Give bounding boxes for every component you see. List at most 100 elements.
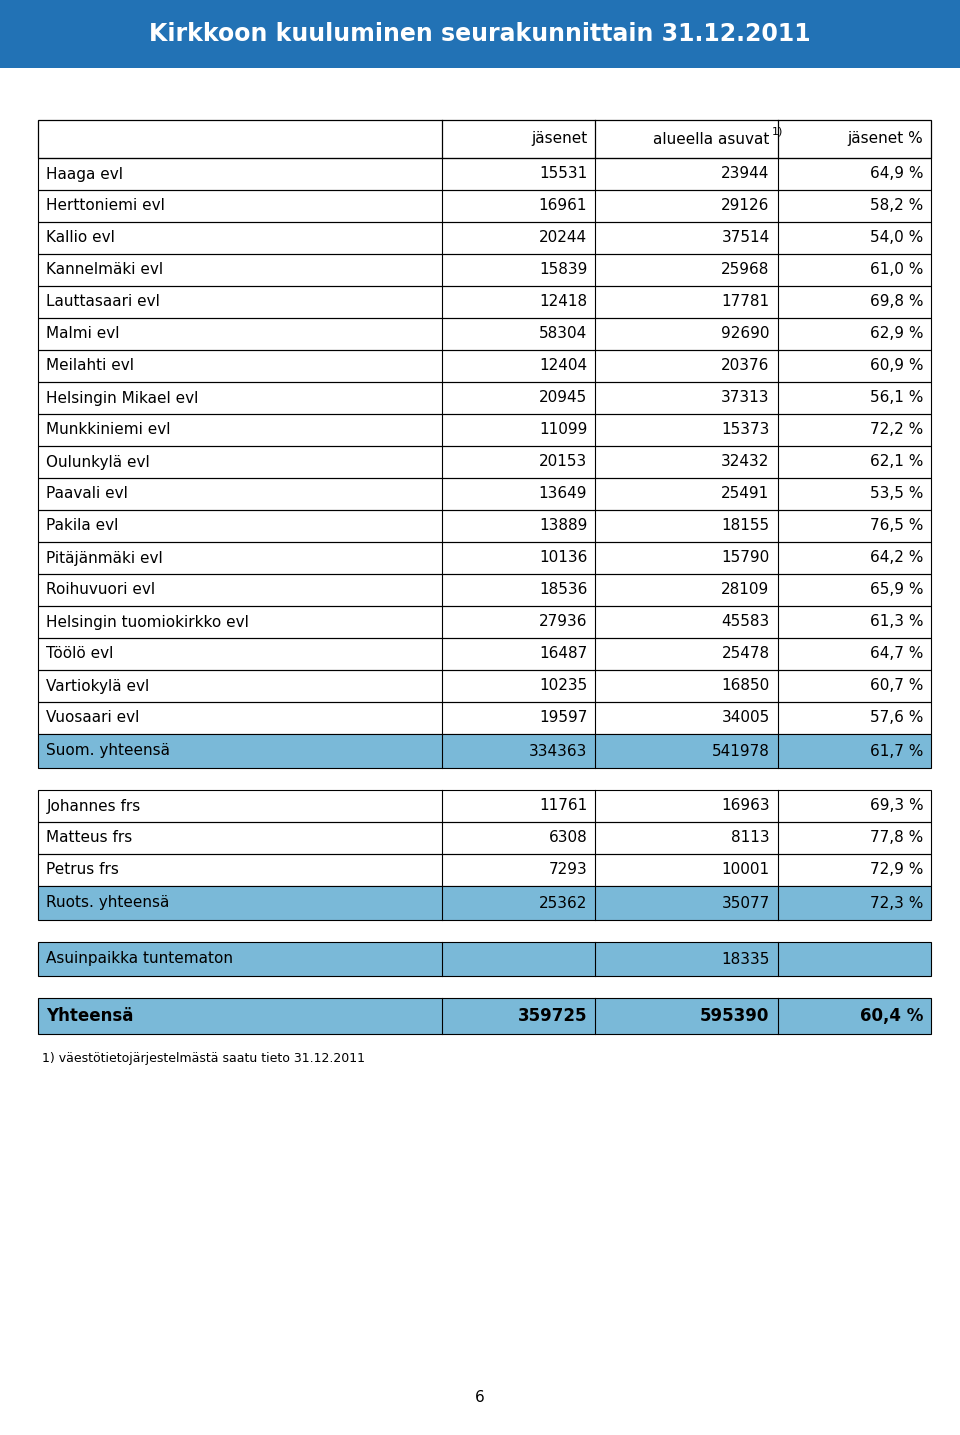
Text: 23944: 23944 [721,166,770,181]
Text: 35077: 35077 [721,895,770,910]
Text: Vartiokylä evl: Vartiokylä evl [46,679,150,693]
Text: 18155: 18155 [722,518,770,534]
Text: Pitäjänmäki evl: Pitäjänmäki evl [46,551,163,565]
Text: 15373: 15373 [721,422,770,438]
Bar [38,478,931,509]
Text: 541978: 541978 [711,743,770,759]
Text: 11099: 11099 [539,422,588,438]
Bar [38,733,931,768]
Text: 19597: 19597 [539,710,588,726]
Text: 1) väestötietojärjestelmästä saatu tieto 31.12.2011: 1) väestötietojärjestelmästä saatu tieto… [42,1052,366,1065]
Text: 25362: 25362 [539,895,588,910]
Bar [38,446,931,478]
Text: Helsingin Mikael evl: Helsingin Mikael evl [46,390,199,406]
Text: Helsingin tuomiokirkko evl: Helsingin tuomiokirkko evl [46,614,250,630]
Text: 10136: 10136 [539,551,588,565]
Bar [38,286,931,319]
Text: 10235: 10235 [539,679,588,693]
Text: Pakila evl: Pakila evl [46,518,119,534]
Text: Suom. yhteensä: Suom. yhteensä [46,743,171,759]
Text: 57,6 %: 57,6 % [870,710,924,726]
Bar [38,222,931,254]
Text: 11761: 11761 [539,798,588,814]
Text: 29126: 29126 [721,198,770,214]
Bar [38,158,931,189]
Bar [38,702,931,733]
Text: 72,2 %: 72,2 % [870,422,924,438]
Text: 25968: 25968 [721,263,770,277]
Bar [38,885,931,920]
Text: 58304: 58304 [539,327,588,342]
Text: Roihuvuori evl: Roihuvuori evl [46,583,156,597]
Text: 69,3 %: 69,3 % [870,798,924,814]
Text: 27936: 27936 [539,614,588,630]
Text: Munkkiniemi evl: Munkkiniemi evl [46,422,171,438]
Text: 12404: 12404 [540,359,588,373]
Text: 16850: 16850 [721,679,770,693]
Text: 16963: 16963 [721,798,770,814]
Text: alueella asuvat: alueella asuvat [653,132,770,146]
Text: 15531: 15531 [539,166,588,181]
Bar [38,639,931,670]
Bar [38,189,931,222]
Text: 61,0 %: 61,0 % [870,263,924,277]
Text: 60,9 %: 60,9 % [870,359,924,373]
Bar [38,941,931,976]
Text: 13889: 13889 [539,518,588,534]
Text: Malmi evl: Malmi evl [46,327,120,342]
Text: 64,9 %: 64,9 % [870,166,924,181]
Text: 359725: 359725 [517,1007,588,1025]
Bar [38,319,931,350]
Text: 7293: 7293 [548,862,588,877]
Text: 92690: 92690 [721,327,770,342]
Bar [38,854,931,885]
Bar [38,822,931,854]
Text: 72,9 %: 72,9 % [870,862,924,877]
Text: 15839: 15839 [539,263,588,277]
Text: Kannelmäki evl: Kannelmäki evl [46,263,163,277]
Text: 34005: 34005 [721,710,770,726]
Text: 20244: 20244 [540,231,588,245]
Text: 16961: 16961 [539,198,588,214]
Text: 58,2 %: 58,2 % [870,198,924,214]
Text: 8113: 8113 [731,831,770,845]
Text: 77,8 %: 77,8 % [870,831,924,845]
Bar [38,997,931,1035]
Text: Kallio evl: Kallio evl [46,231,115,245]
Text: 6308: 6308 [548,831,588,845]
Text: jäsenet %: jäsenet % [848,132,924,146]
Text: 76,5 %: 76,5 % [870,518,924,534]
Text: 28109: 28109 [721,583,770,597]
Bar [38,350,931,382]
Text: 37313: 37313 [721,390,770,406]
Text: 25478: 25478 [722,647,770,662]
Text: jäsenet: jäsenet [531,132,588,146]
Text: Meilahti evl: Meilahti evl [46,359,134,373]
Text: Lauttasaari evl: Lauttasaari evl [46,294,160,310]
Text: 61,3 %: 61,3 % [870,614,924,630]
Text: 45583: 45583 [721,614,770,630]
Text: 12418: 12418 [540,294,588,310]
Text: Vuosaari evl: Vuosaari evl [46,710,140,726]
Bar [38,415,931,446]
Text: 62,9 %: 62,9 % [870,327,924,342]
Text: Töölö evl: Töölö evl [46,647,114,662]
Text: 37514: 37514 [721,231,770,245]
Text: 6: 6 [475,1389,485,1405]
Text: 25491: 25491 [721,486,770,501]
Text: 54,0 %: 54,0 % [870,231,924,245]
Text: 64,2 %: 64,2 % [870,551,924,565]
Text: 15790: 15790 [721,551,770,565]
Text: 60,7 %: 60,7 % [870,679,924,693]
Text: 10001: 10001 [722,862,770,877]
Bar [38,254,931,286]
Text: 60,4 %: 60,4 % [860,1007,924,1025]
Text: Haaga evl: Haaga evl [46,166,124,181]
Text: Paavali evl: Paavali evl [46,486,129,501]
Text: Herttoniemi evl: Herttoniemi evl [46,198,165,214]
Text: 62,1 %: 62,1 % [870,455,924,469]
Text: Matteus frs: Matteus frs [46,831,132,845]
Text: 16487: 16487 [539,647,588,662]
Text: 20945: 20945 [539,390,588,406]
Text: Ruots. yhteensä: Ruots. yhteensä [46,895,170,910]
